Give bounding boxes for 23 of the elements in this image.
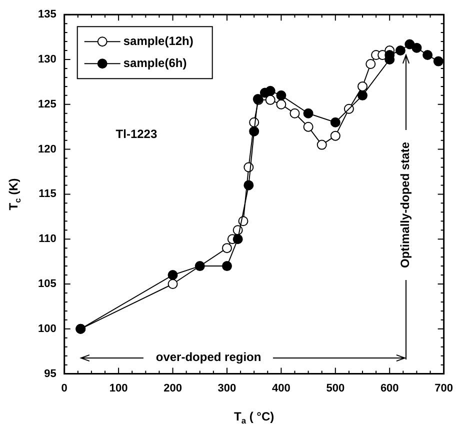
y-axis-title: Tc (K)	[6, 178, 23, 210]
y-tick-label: 100	[38, 322, 56, 335]
y-tick-label: 130	[38, 54, 56, 66]
x-tick-label: 200	[164, 382, 182, 394]
x-tick-label: 500	[326, 382, 345, 394]
y-tick-label: 135	[38, 8, 56, 21]
y-tick-label: 115	[38, 188, 56, 200]
legend-label: sample(6h)	[123, 56, 187, 70]
annotation: Tl-1223	[116, 127, 158, 142]
y-tick-label: 120	[38, 143, 56, 156]
x-tick-label: 600	[380, 382, 399, 394]
y-tick-label: 110	[38, 233, 56, 246]
y-tick-label: 105	[38, 278, 56, 290]
x-tick-label: 400	[272, 382, 290, 394]
legend-label: sample(12h)	[123, 34, 194, 48]
x-tick-label: 0	[61, 382, 68, 394]
x-tick-label: 700	[434, 382, 454, 394]
y-tick-label: 95	[44, 368, 56, 380]
annotation: over-doped region	[156, 350, 262, 364]
x-tick-label: 300	[218, 382, 236, 394]
y-tick-label: 125	[38, 98, 56, 110]
annotation: Optimally-doped state	[398, 142, 412, 268]
x-tick-label: 100	[109, 382, 128, 394]
